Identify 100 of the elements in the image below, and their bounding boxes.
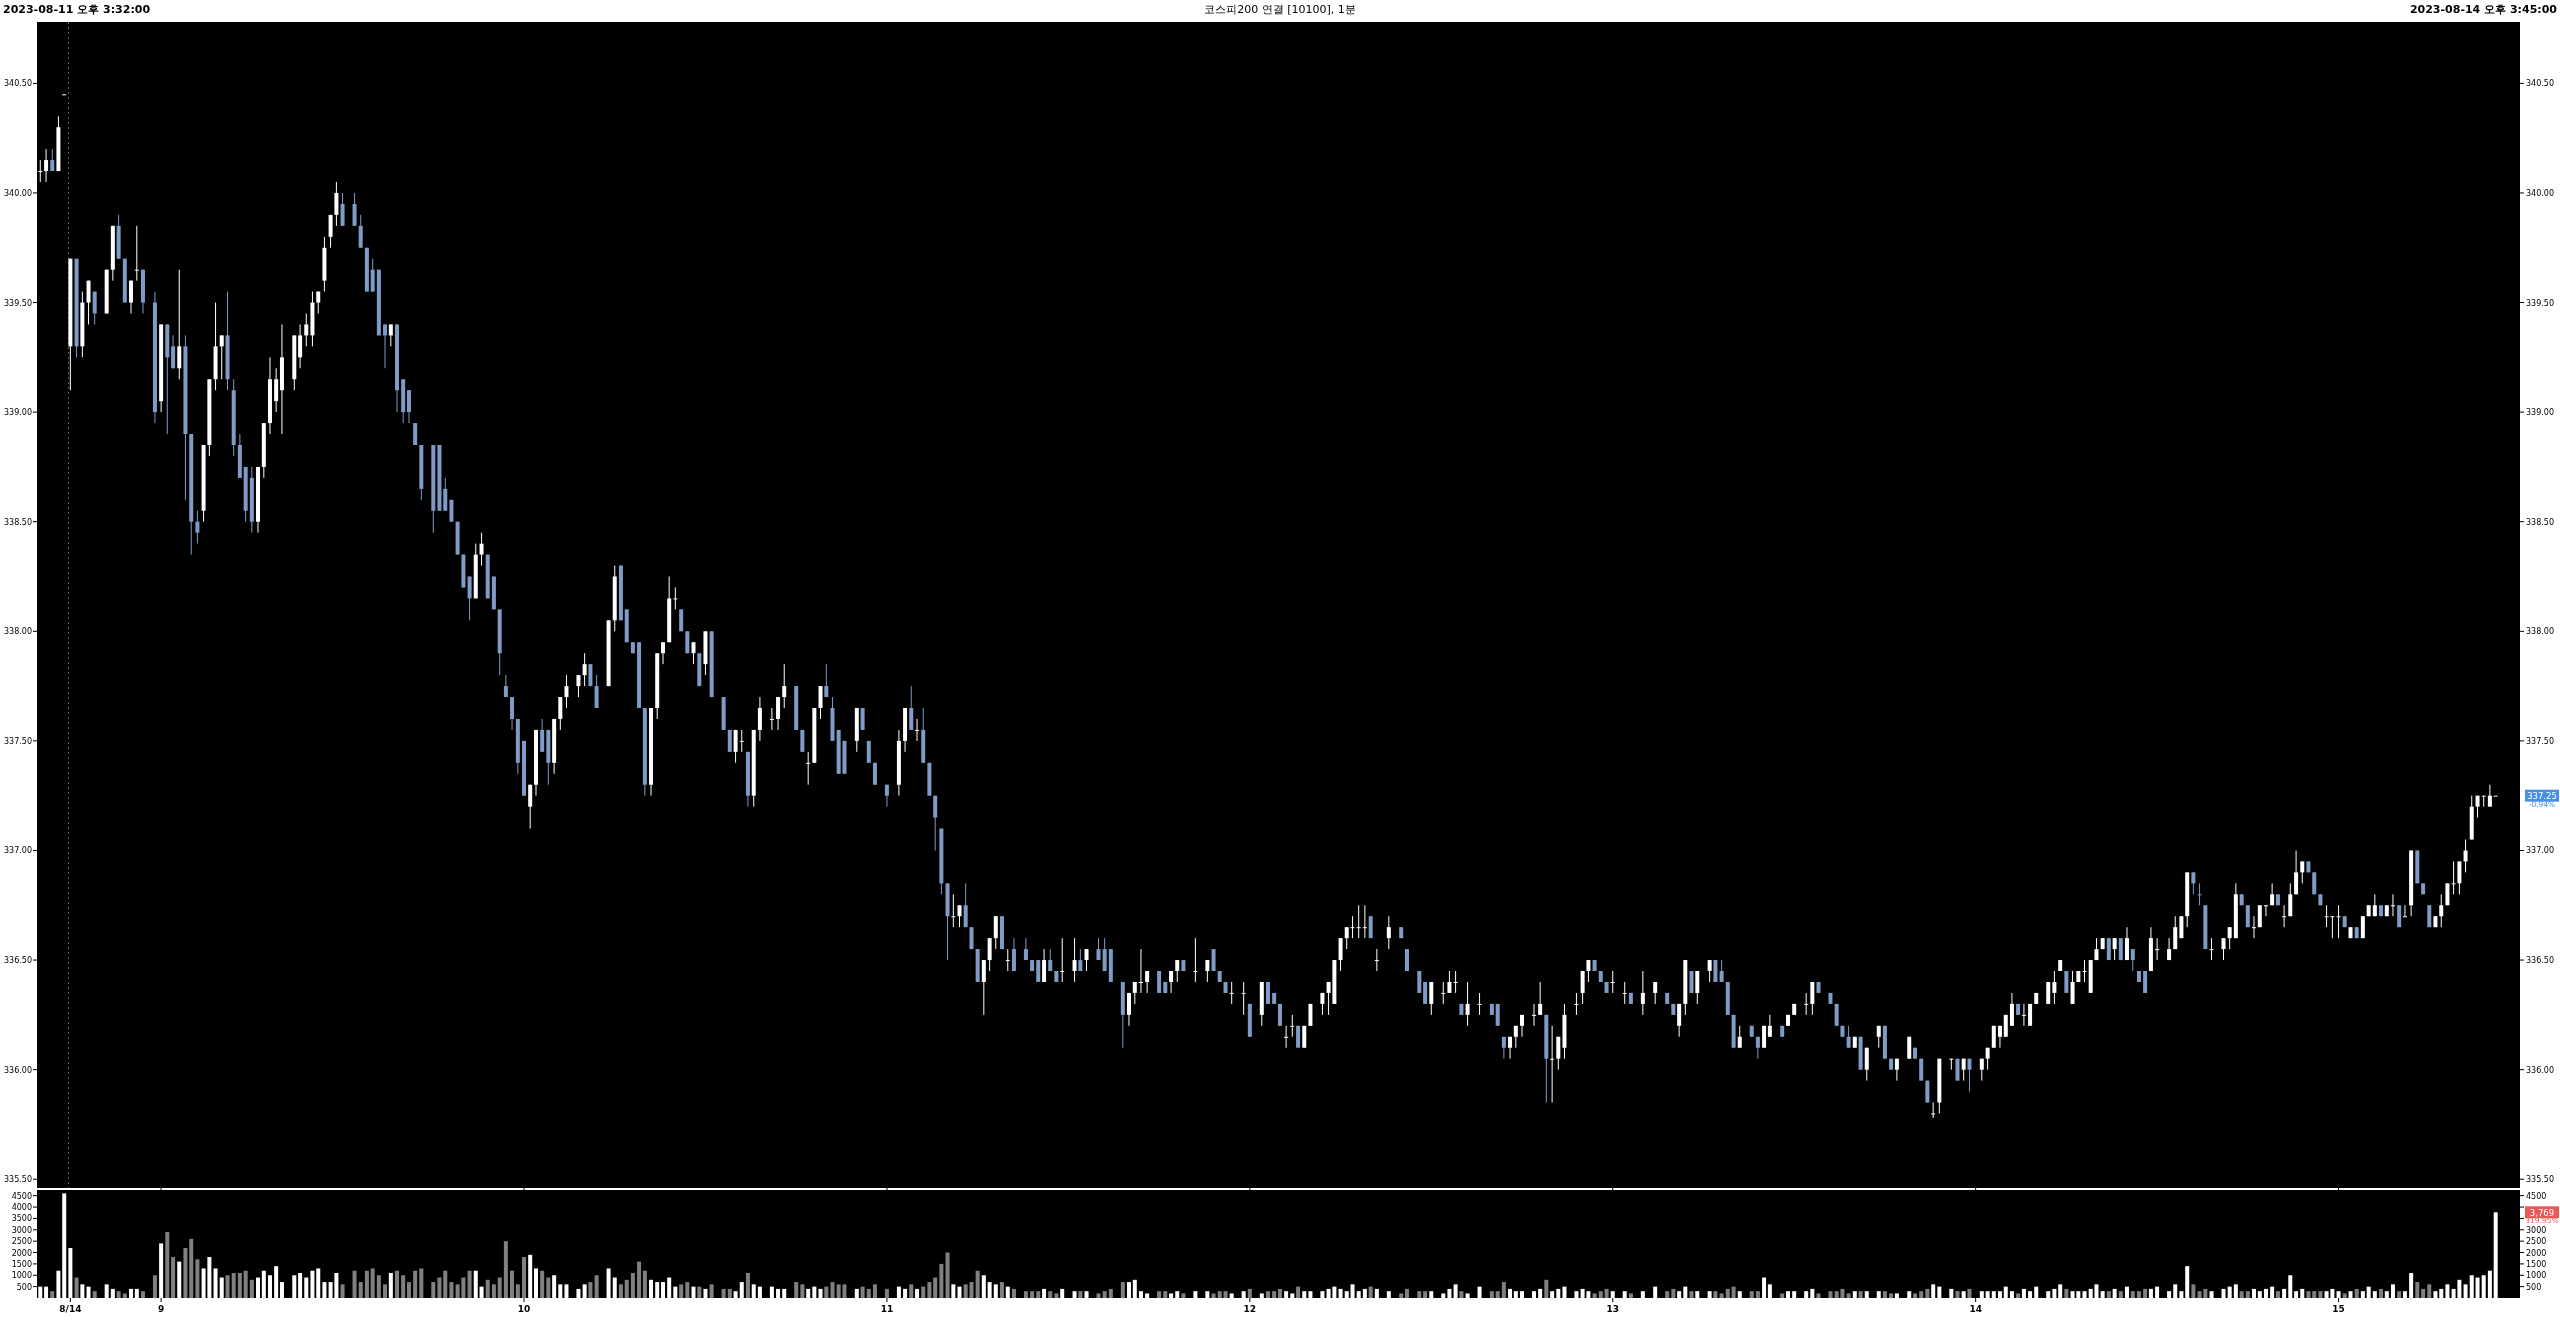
bar [2112,1288,2117,1298]
bar [794,1282,799,1298]
bar [2312,1291,2317,1298]
bar [1671,1288,1676,1298]
bar [2058,1284,2063,1298]
bar [1501,1282,1506,1298]
bar [606,1268,611,1298]
candlestick [594,674,599,709]
bar [630,1272,635,1298]
bar [1495,1291,1500,1298]
bar [510,1270,515,1298]
bar [2475,1277,2480,1298]
bar [642,1270,647,1298]
bar [467,1270,472,1298]
bar [2191,1284,2196,1298]
bar [618,1284,623,1298]
bar [479,1286,484,1298]
bar [624,1279,629,1298]
bar [2233,1284,2238,1298]
candlestick [2173,915,2178,950]
bar [50,1291,55,1298]
candlestick [1677,1003,1682,1038]
bar [2294,1291,2299,1298]
candlestick [1550,1025,1555,1104]
bar [655,1282,660,1298]
bar [2082,1291,2087,1298]
candlestick [1810,981,1815,1016]
y2-tick-label: 339.50 [2526,298,2554,308]
bar [2118,1291,2123,1298]
bar [159,1243,164,1298]
bar [564,1284,569,1298]
text: 2023-08-14 오후 3:45:00 [2409,3,2558,16]
bar [2421,1288,2426,1298]
candlestick [1767,1014,1772,1038]
bar [1386,1291,1391,1298]
bar [1441,1293,1446,1298]
bar [993,1284,998,1298]
bar [2106,1291,2111,1298]
bar [1374,1288,1379,1298]
bar [1786,1291,1791,1298]
bar [1205,1291,1210,1298]
y-tick-label: 2000 [11,1248,32,1258]
bar [1913,1293,1918,1298]
bar [249,1279,254,1298]
candlestick [44,148,49,183]
y2-tick-label: 338.50 [2526,517,2554,527]
x-tick-label: 10 [517,1304,531,1314]
bar [1132,1279,1137,1298]
bar [1072,1291,1077,1298]
candlestick [340,192,345,227]
bar [310,1270,315,1298]
candlestick [1447,970,1452,994]
candlestick [1610,970,1615,994]
candlestick [915,718,920,742]
bar [44,1286,49,1298]
candlestick [443,477,448,512]
bar [92,1291,97,1298]
bar [673,1286,678,1298]
bar [1852,1291,1857,1298]
bar [1689,1291,1694,1298]
bar [1937,1286,1942,1298]
bar [2348,1291,2353,1298]
candlestick [177,269,182,380]
candlestick [933,795,938,851]
bar [2372,1291,2377,1298]
bar [2463,1284,2468,1298]
bar [1925,1288,1930,1298]
bar [274,1266,279,1298]
bar [2439,1288,2444,1298]
bar [388,1272,393,1298]
y2-tick-label: 1000 [2526,1271,2547,1281]
bar [2173,1284,2178,1298]
bar [1531,1291,1536,1298]
candlestick [1586,959,1591,983]
candlestick [1350,915,1355,939]
candlestick [2064,970,2069,994]
candlestick [909,685,914,731]
bar [140,1291,145,1298]
candlestick [528,784,533,830]
bar [340,1284,345,1298]
bar [243,1270,248,1298]
bar [1356,1291,1361,1298]
bar [1350,1284,1355,1298]
bar [896,1286,901,1298]
candlestick [2487,784,2492,808]
candlestick [2197,882,2202,906]
bar [2445,1284,2450,1298]
bar [1538,1288,1543,1298]
candlestick [328,214,333,249]
bar [2143,1288,2148,1298]
candlestick [776,696,781,731]
bar [2227,1286,2232,1298]
bar [546,1277,551,1298]
bar [213,1268,218,1298]
bar [74,1277,79,1298]
bar [2185,1266,2190,1298]
y-tick-label: 340.00 [4,188,32,198]
candlestick [1707,959,1712,983]
candlestick [406,389,411,424]
candlestick [358,214,363,249]
